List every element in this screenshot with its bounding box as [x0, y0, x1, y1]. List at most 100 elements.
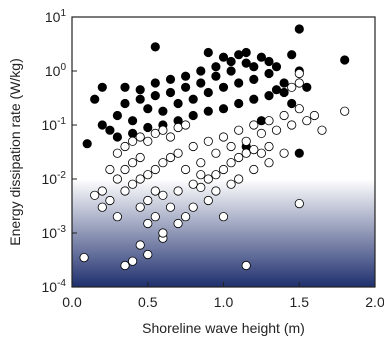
filled-point — [271, 85, 282, 95]
open-point — [112, 174, 123, 184]
filled-point — [150, 91, 160, 101]
open-point — [128, 179, 138, 189]
open-point — [112, 212, 123, 222]
open-point — [264, 141, 274, 152]
open-point — [211, 148, 221, 158]
open-point — [135, 174, 145, 184]
filled-point — [112, 110, 123, 121]
filled-point — [211, 71, 221, 81]
open-point — [218, 212, 229, 222]
filled-point — [203, 106, 213, 116]
filled-point — [158, 106, 168, 116]
open-point — [158, 125, 168, 135]
open-point — [135, 202, 145, 212]
filled-point — [165, 74, 176, 85]
open-point — [150, 128, 160, 138]
filled-point — [165, 87, 176, 98]
open-point — [120, 141, 130, 152]
open-point — [241, 148, 251, 158]
y-tick-label: 100 — [45, 62, 67, 79]
open-point — [188, 179, 198, 189]
open-point — [203, 195, 213, 206]
plot-background — [72, 17, 375, 287]
filled-point — [188, 110, 198, 121]
filled-point — [150, 78, 160, 88]
open-point — [158, 190, 168, 200]
filled-point — [340, 55, 350, 65]
filled-point — [241, 47, 251, 58]
open-point — [120, 164, 130, 175]
y-tick-label: 101 — [45, 8, 67, 25]
open-point — [173, 186, 183, 196]
open-point — [90, 190, 100, 200]
x-tick-label: 0.0 — [62, 294, 82, 310]
filled-point — [302, 82, 312, 92]
open-point — [128, 136, 138, 146]
filled-point — [203, 87, 213, 98]
open-point — [203, 174, 213, 184]
open-point — [165, 202, 176, 212]
open-point — [188, 202, 198, 212]
filled-point — [241, 58, 251, 68]
open-point — [234, 152, 244, 163]
filled-point — [211, 62, 221, 72]
open-point — [97, 202, 107, 212]
open-point — [249, 120, 259, 130]
filled-point — [279, 78, 289, 88]
open-point — [105, 164, 115, 175]
open-point — [234, 174, 244, 184]
open-point — [196, 158, 206, 168]
filled-point — [105, 125, 115, 135]
x-tick-label: 1.5 — [290, 294, 310, 310]
open-point — [203, 136, 213, 146]
open-point — [302, 116, 312, 126]
open-point — [196, 182, 206, 192]
filled-point — [279, 87, 289, 98]
filled-point — [218, 82, 229, 92]
filled-point — [234, 50, 244, 60]
open-point — [120, 260, 130, 271]
data-points — [79, 24, 350, 271]
x-axis-label: Shoreline wave height (m) — [142, 320, 305, 336]
filled-point — [135, 94, 145, 104]
filled-point — [203, 47, 213, 58]
open-point — [294, 68, 304, 79]
filled-point — [218, 104, 229, 114]
y-axis-label: Energy dissipation rate (W/kg) — [7, 58, 23, 246]
open-point — [150, 186, 160, 196]
open-point — [264, 116, 274, 126]
open-point — [211, 170, 221, 180]
filled-point — [271, 62, 282, 72]
open-point — [294, 78, 304, 88]
open-point — [173, 218, 183, 229]
filled-point — [249, 62, 259, 72]
filled-point — [181, 82, 191, 92]
filled-point — [128, 128, 138, 138]
filled-point — [249, 94, 259, 104]
open-point — [226, 179, 236, 189]
open-point — [181, 120, 191, 130]
open-point — [135, 132, 145, 142]
open-point — [150, 164, 160, 175]
open-point — [256, 148, 266, 158]
open-point — [294, 199, 304, 209]
open-point — [256, 128, 266, 138]
open-point — [143, 249, 153, 260]
filled-point — [97, 120, 107, 130]
x-tick-label: 0.5 — [138, 294, 158, 310]
filled-point — [226, 66, 236, 76]
filled-point — [264, 56, 274, 67]
open-point — [249, 164, 259, 175]
filled-point — [226, 56, 236, 67]
open-point — [241, 260, 251, 271]
open-point — [287, 82, 297, 92]
filled-point — [234, 78, 244, 88]
filled-point — [120, 82, 130, 92]
filled-point — [218, 52, 229, 62]
y-tick-label: 10-4 — [42, 278, 67, 295]
open-point — [143, 218, 153, 229]
x-tick-label: 1.0 — [214, 294, 234, 310]
open-point — [181, 212, 191, 222]
filled-point — [143, 122, 153, 133]
filled-point — [150, 42, 160, 52]
